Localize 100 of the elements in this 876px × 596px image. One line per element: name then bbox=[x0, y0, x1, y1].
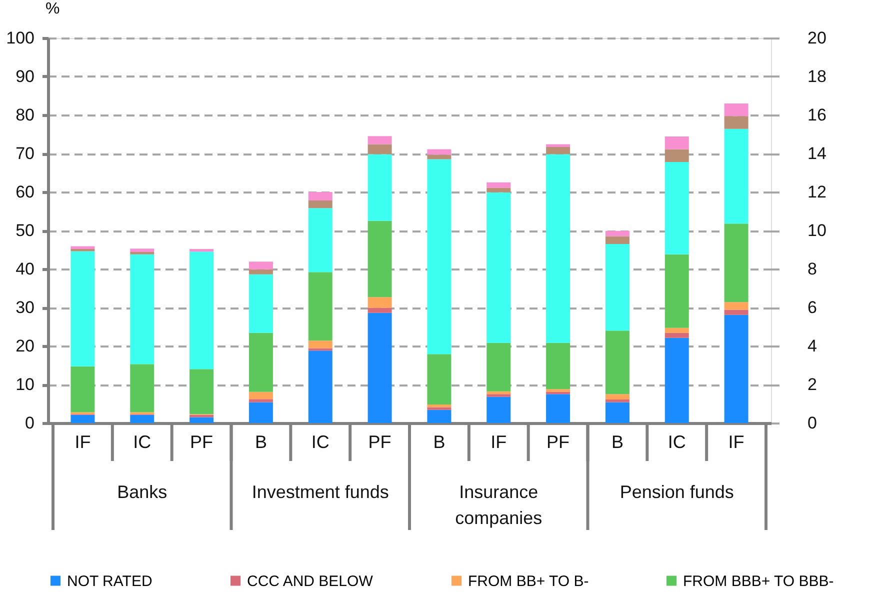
bar bbox=[546, 342, 570, 390]
bar bbox=[308, 272, 332, 341]
y2-tick-label: 20 bbox=[808, 28, 826, 48]
bar bbox=[546, 154, 570, 343]
y2-tick-label: 14 bbox=[808, 144, 826, 163]
bar bbox=[248, 262, 273, 270]
bar bbox=[605, 394, 630, 400]
x-tick-label: B bbox=[433, 432, 446, 452]
bar bbox=[368, 144, 392, 154]
bar bbox=[427, 354, 452, 405]
bar bbox=[427, 154, 452, 160]
y-tick-label: 50 bbox=[16, 221, 34, 240]
x-tick-label: IF bbox=[490, 432, 507, 452]
legend-label: CCC AND BELOW bbox=[247, 572, 374, 590]
bar bbox=[308, 208, 332, 272]
y-tick-label: 20 bbox=[16, 336, 34, 356]
bar bbox=[190, 252, 214, 370]
bar bbox=[427, 407, 452, 410]
bar bbox=[664, 136, 689, 150]
bar bbox=[724, 224, 748, 302]
bar bbox=[605, 400, 630, 402]
text: Pension funds bbox=[620, 482, 734, 502]
bar bbox=[724, 310, 748, 315]
bar bbox=[190, 369, 214, 414]
bar bbox=[486, 188, 511, 192]
text: Investment funds bbox=[252, 482, 389, 502]
bar bbox=[308, 200, 332, 208]
bar bbox=[546, 144, 570, 147]
legend-label: FROM BBB+ TO BBB- bbox=[683, 572, 834, 590]
bar bbox=[486, 394, 511, 397]
bar bbox=[486, 192, 511, 343]
bar bbox=[368, 136, 392, 144]
bar bbox=[368, 297, 392, 308]
x-tick-label: PF bbox=[190, 432, 214, 452]
bar bbox=[664, 162, 689, 254]
y-tick-label: 40 bbox=[16, 260, 34, 278]
bar bbox=[248, 332, 273, 392]
x-tick-label: IF bbox=[728, 432, 744, 452]
bar bbox=[546, 146, 570, 154]
text: Insurance companies bbox=[455, 482, 542, 528]
bar bbox=[248, 269, 273, 274]
bar bbox=[368, 308, 392, 313]
bar bbox=[190, 248, 214, 252]
bar bbox=[605, 236, 630, 244]
bar bbox=[724, 103, 748, 116]
bar bbox=[724, 128, 748, 224]
legend-label: NOT RATED bbox=[67, 572, 152, 590]
bar bbox=[605, 244, 630, 331]
y2-tick-label: 18 bbox=[808, 67, 826, 86]
y-tick-label: 60 bbox=[16, 182, 34, 202]
y2-tick-label: 10 bbox=[808, 221, 826, 240]
y-tick-label: 70 bbox=[16, 144, 34, 163]
bar bbox=[546, 394, 570, 423]
x-tick-label: IC bbox=[668, 432, 686, 452]
bar bbox=[248, 402, 273, 423]
bar bbox=[605, 230, 630, 236]
bar bbox=[605, 402, 630, 423]
bar bbox=[70, 246, 95, 249]
bar bbox=[427, 404, 452, 408]
y2-tick-label: 8 bbox=[808, 260, 817, 278]
bar bbox=[664, 332, 689, 338]
bar bbox=[486, 182, 511, 188]
x-tick-label: IF bbox=[74, 432, 91, 452]
bar bbox=[70, 251, 95, 366]
bar bbox=[368, 312, 392, 423]
bar bbox=[190, 417, 214, 423]
bar bbox=[368, 154, 392, 221]
y-tick-label: 10 bbox=[16, 375, 34, 394]
x-tick-label: PF bbox=[546, 432, 570, 452]
bar bbox=[724, 116, 748, 129]
y2-tick-label: 0 bbox=[808, 414, 817, 432]
bar bbox=[427, 159, 452, 354]
y-tick-label: 30 bbox=[16, 298, 34, 317]
x-tick-label: IC bbox=[311, 432, 330, 452]
bar bbox=[308, 192, 332, 200]
bar bbox=[70, 366, 95, 412]
x-tick-label: B bbox=[611, 432, 624, 452]
bar bbox=[130, 248, 154, 252]
bar bbox=[664, 149, 689, 162]
bar bbox=[486, 396, 511, 423]
bar bbox=[427, 410, 452, 423]
text: Banks bbox=[117, 482, 168, 502]
bar bbox=[248, 399, 273, 402]
y-tick-label: 100 bbox=[6, 28, 34, 48]
bar bbox=[724, 302, 748, 310]
bar bbox=[130, 364, 154, 412]
bar bbox=[724, 314, 748, 423]
bar bbox=[546, 389, 570, 392]
y-tick-label: 90 bbox=[16, 67, 34, 86]
bar bbox=[308, 340, 332, 348]
x-tick-label: IC bbox=[133, 432, 152, 452]
y2-tick-label: 16 bbox=[808, 106, 826, 124]
bar bbox=[248, 392, 273, 400]
bar bbox=[427, 149, 452, 155]
y2-tick-label: 2 bbox=[808, 375, 817, 394]
bar bbox=[70, 414, 95, 423]
bar bbox=[664, 328, 689, 333]
bar bbox=[70, 248, 95, 252]
x-tick-label: B bbox=[254, 432, 267, 452]
bar bbox=[664, 338, 689, 423]
